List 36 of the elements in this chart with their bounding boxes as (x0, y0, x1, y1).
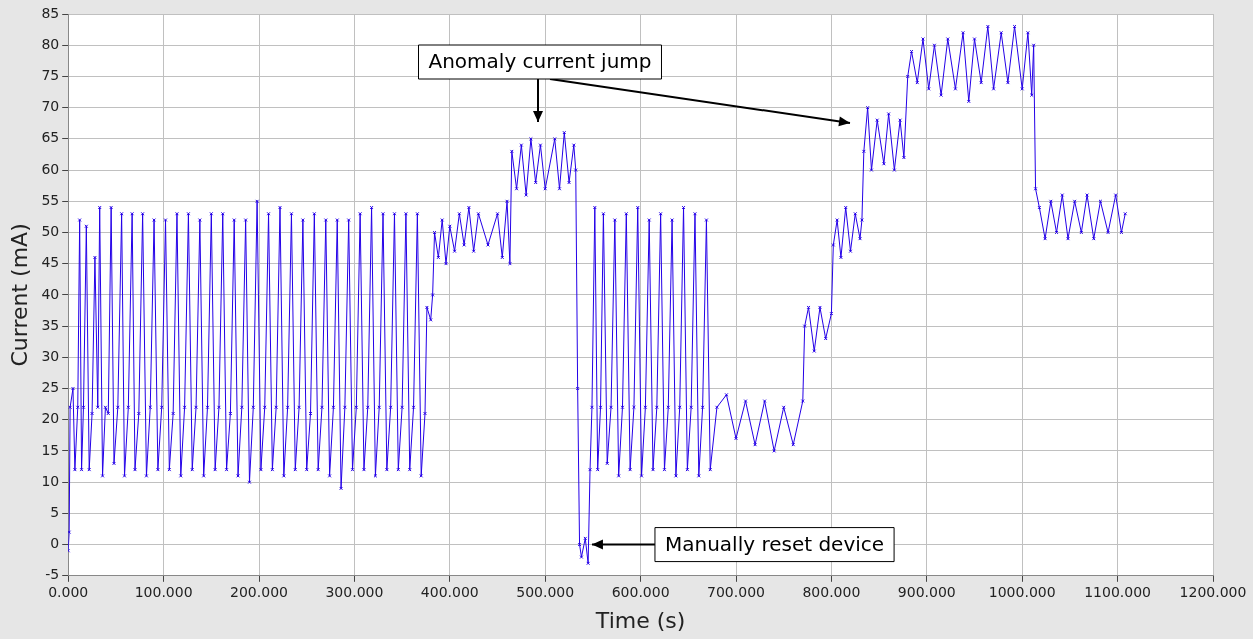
x-tick-label: 300.000 (325, 583, 384, 600)
y-tick-label: 70 (41, 98, 60, 115)
y-tick-label: 60 (41, 160, 60, 177)
x-axis-title: Time (s) (594, 607, 686, 633)
x-tick-label: 500.000 (516, 583, 575, 600)
x-tick-label: 600.000 (611, 583, 670, 600)
x-tick-label: 700.000 (707, 583, 765, 600)
x-tick-label: 1000.000 (988, 583, 1056, 600)
y-tick-label: 45 (41, 254, 60, 271)
y-tick-label: 5 (50, 504, 60, 521)
y-tick-label: 80 (41, 35, 60, 52)
x-tick-label: 400.000 (420, 583, 479, 600)
y-tick-label: 20 (41, 410, 60, 427)
y-axis-title: Current (mA) (6, 223, 32, 367)
y-tick-label: 75 (41, 67, 60, 84)
y-tick-label: 65 (41, 129, 60, 146)
y-tick-label: 55 (41, 191, 60, 208)
x-tick-label: 0.000 (48, 583, 89, 600)
y-tick-label: 30 (41, 347, 60, 364)
y-tick-label: 35 (41, 316, 60, 333)
y-tick-label: 15 (41, 441, 60, 458)
y-tick-label: 85 (41, 4, 60, 21)
y-tick-label: 0 (50, 535, 60, 552)
x-tick-label: 800.000 (802, 583, 861, 600)
y-tick-label: 50 (41, 223, 60, 240)
x-tick-label: 200.000 (230, 583, 288, 600)
x-tick-label: 900.000 (897, 583, 956, 600)
x-tick-label: 1100.000 (1084, 583, 1152, 600)
annotation: Manually reset device (664, 531, 885, 556)
y-tick-label: 25 (41, 379, 60, 396)
y-tick-label: 40 (41, 285, 60, 302)
x-tick-label: 100.000 (134, 583, 193, 600)
x-tick-label: 1200.000 (1179, 583, 1247, 600)
y-tick-label: 10 (41, 472, 60, 489)
y-tick-label: -5 (45, 566, 60, 583)
annotation: Anomaly current jump (428, 49, 652, 74)
